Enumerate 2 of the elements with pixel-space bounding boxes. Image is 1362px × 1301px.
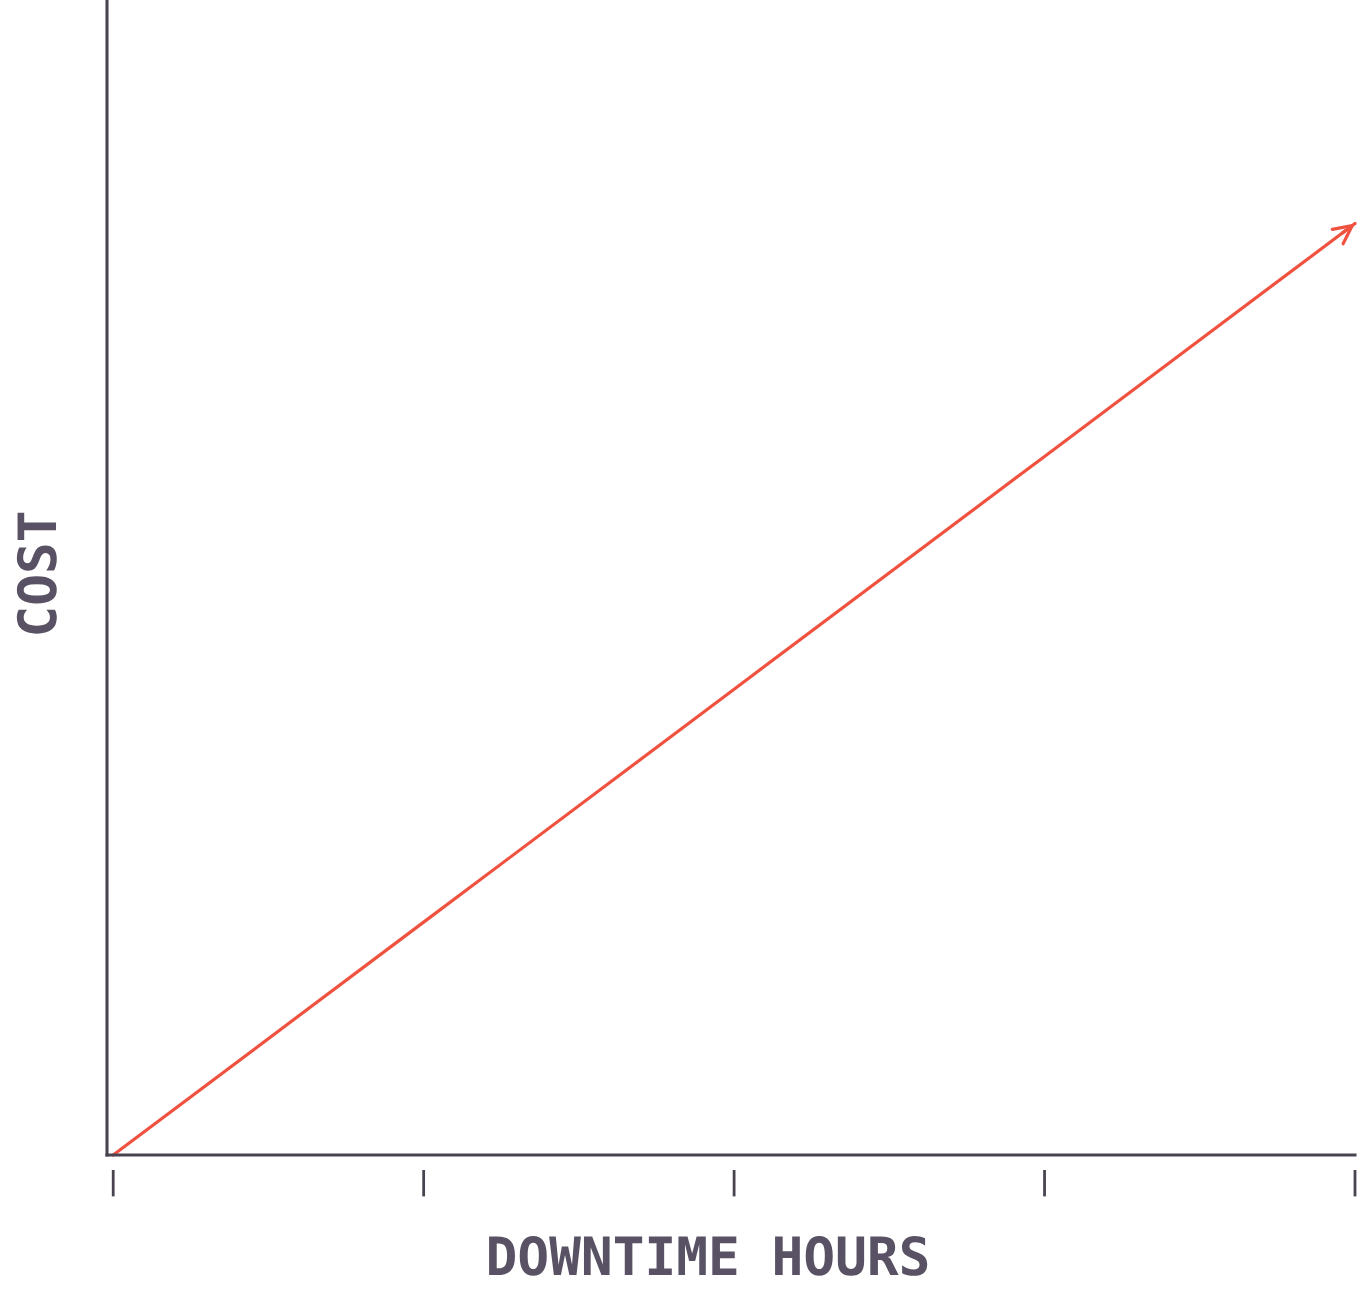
y-axis-title: COST [16, 512, 57, 634]
x-axis-title: DOWNTIME HOURS [489, 1235, 928, 1276]
